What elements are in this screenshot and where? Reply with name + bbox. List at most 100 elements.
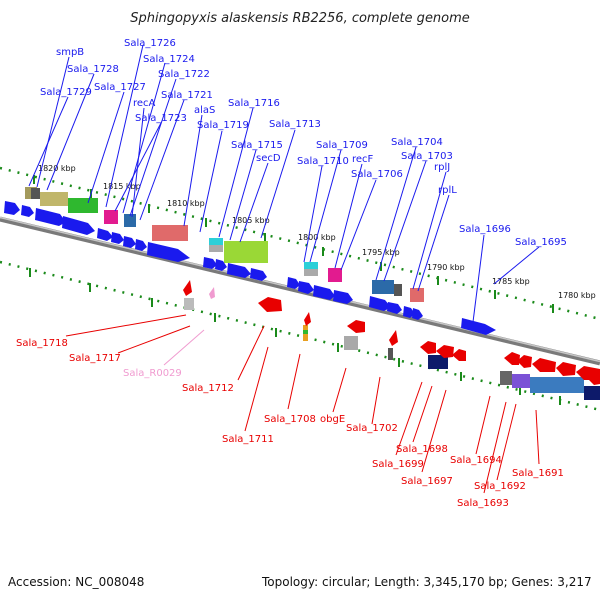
- gene-label-sala-1712: Sala_1712: [182, 383, 234, 394]
- gene-label-sala-1711: Sala_1711: [222, 434, 274, 445]
- gene-box-1716-cyan: [209, 238, 223, 245]
- gene-box-1694: [500, 371, 512, 385]
- gene-box-1708b: [303, 330, 308, 334]
- fwd-gene-arrow: [287, 277, 300, 289]
- gene-label-sala-1702: Sala_1702: [346, 423, 398, 434]
- gene-label-obgE: obgE: [320, 414, 345, 425]
- fwd-gene-arrow: [250, 268, 267, 281]
- gene-label-sala-1696: Sala_1696: [459, 224, 511, 235]
- gene-label-sala-1694: Sala_1694: [450, 455, 502, 466]
- scale-labels: 1820 kbp 1815 kbp 1810 kbp 1805 kbp 1800…: [38, 164, 596, 300]
- rev-gene-arrow: [452, 349, 466, 361]
- gene-label-sala-1721: Sala_1721: [161, 90, 213, 101]
- gene-label-sala-1726: Sala_1726: [124, 38, 176, 49]
- reverse-arrows: [183, 280, 600, 385]
- gene-label-sala-1715: Sala_1715: [231, 140, 283, 151]
- gene-box-1728-grey: [31, 188, 40, 199]
- gene-label-sala-1724: Sala_1724: [143, 54, 195, 65]
- fwd-gene-arrow: [298, 281, 314, 294]
- gene-box-1727: [40, 192, 68, 206]
- fwd-gene-arrow: [227, 263, 251, 278]
- gene-label-sala-1713: Sala_1713: [269, 119, 321, 130]
- gene-box-1693: [512, 374, 530, 388]
- gene-label-recF: recF: [352, 154, 374, 165]
- gene-label-sala-1723: Sala_1723: [135, 113, 187, 124]
- forward-leader-lines: [28, 44, 540, 323]
- scale-label: 1810 kbp: [167, 199, 205, 208]
- gene-box-1710-grey: [304, 269, 318, 276]
- gene-label-sala-1697: Sala_1697: [401, 476, 453, 487]
- gene-label-sala-1691: Sala_1691: [512, 468, 564, 479]
- rev-gene-arrow: [586, 371, 600, 385]
- gene-label-sala-1708: Sala_1708: [264, 414, 316, 425]
- gene-label-rplJ: rplJ: [434, 162, 450, 173]
- reverse-gene-labels: Sala_1718 Sala_1717 Sala_R0029 Sala_1712…: [16, 338, 564, 509]
- rev-gene-arrow: [258, 297, 282, 312]
- fwd-gene-arrow: [123, 236, 136, 248]
- topology-text: Topology: circular; Length: 3,345,170 bp…: [262, 575, 592, 589]
- gene-label-alaS: alaS: [194, 105, 215, 116]
- gene-box-1706: [328, 268, 342, 282]
- gene-box-1719: [152, 225, 188, 241]
- rev-gene-arrow: [183, 280, 192, 296]
- gene-box-1702: [388, 348, 393, 360]
- gene-box-obgE: [344, 336, 358, 350]
- gene-box-1715: [224, 241, 268, 263]
- fwd-gene-arrow: [4, 201, 20, 215]
- gene-label-sala-1709: Sala_1709: [316, 140, 368, 151]
- fwd-gene-arrow: [97, 228, 113, 241]
- fwd-gene-arrow: [461, 318, 496, 335]
- map-title: Sphingopyxis alaskensis RB2256, complete…: [130, 11, 470, 26]
- fwd-gene-arrow: [313, 285, 335, 300]
- accession-text: Accession: NC_008048: [8, 575, 145, 589]
- gene-label-sala-1699: Sala_1699: [372, 459, 424, 470]
- gene-label-sala-1706: Sala_1706: [351, 169, 403, 180]
- fwd-gene-arrow: [333, 290, 353, 304]
- fwd-gene-arrow: [111, 232, 124, 244]
- fwd-gene-arrow: [387, 302, 402, 314]
- forward-gene-labels: smpB Sala_1726 Sala_1728 Sala_1724 Sala_…: [40, 38, 567, 248]
- scale-line-lower: [0, 260, 600, 412]
- gene-label-sala-1710: Sala_1710: [297, 156, 349, 167]
- gene-box-1691: [584, 386, 600, 400]
- rev-gene-arrow: [517, 355, 532, 368]
- rev-gene-arrow: [420, 341, 436, 354]
- fwd-gene-arrow: [369, 296, 391, 311]
- rev-gene-arrow: [436, 345, 454, 358]
- gene-label-sala-1716: Sala_1716: [228, 98, 280, 109]
- gene-label-smpB: smpB: [56, 47, 84, 58]
- fwd-gene-arrow: [147, 242, 190, 262]
- rev-gene-arrow: [556, 362, 576, 376]
- scale-label: 1790 kbp: [427, 263, 465, 272]
- rev-gene-arrow: [347, 320, 365, 333]
- reverse-feature-boxes: [184, 298, 600, 400]
- gene-label-sala-1717: Sala_1717: [69, 353, 121, 364]
- fwd-gene-arrow: [135, 239, 147, 251]
- gene-label-sala-1692: Sala_1692: [474, 481, 526, 492]
- gene-label-sala-1728: Sala_1728: [67, 64, 119, 75]
- gene-box-1704: [372, 280, 394, 294]
- gene-label-sala-1695: Sala_1695: [515, 237, 567, 248]
- gene-box-1703: [410, 288, 424, 302]
- gene-label-sala-1722: Sala_1722: [158, 69, 210, 80]
- gene-box-1692: [530, 377, 584, 393]
- gene-box-1698: [428, 355, 448, 369]
- gene-label-recA: recA: [133, 98, 156, 109]
- scale-label: 1815 kbp: [103, 182, 141, 191]
- rev-gene-arrow: [389, 330, 398, 346]
- rev-gene-arrow: [504, 352, 520, 365]
- scale-label: 1820 kbp: [38, 164, 76, 173]
- fwd-gene-arrow: [215, 259, 227, 271]
- rev-gene-arrow: [532, 358, 556, 372]
- gene-label-sala-1718: Sala_1718: [16, 338, 68, 349]
- gene-box-1726: [68, 198, 98, 213]
- scale-label: 1785 kbp: [492, 277, 530, 286]
- scale-label: 1780 kbp: [558, 291, 596, 300]
- gene-label-sala-1693: Sala_1693: [457, 498, 509, 509]
- gene-label-sala-1698: Sala_1698: [396, 444, 448, 455]
- fwd-gene-arrow: [35, 208, 66, 226]
- forward-feature-boxes: [25, 187, 424, 302]
- gene-label-sala-R0029: Sala_R0029: [123, 368, 182, 379]
- gene-label-rplL: rplL: [438, 185, 457, 196]
